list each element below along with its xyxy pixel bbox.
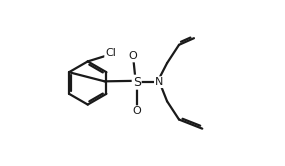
Text: N: N (155, 77, 163, 87)
Text: Cl: Cl (105, 48, 116, 58)
Text: O: O (128, 51, 137, 61)
Text: S: S (133, 76, 141, 89)
Text: O: O (132, 106, 141, 116)
